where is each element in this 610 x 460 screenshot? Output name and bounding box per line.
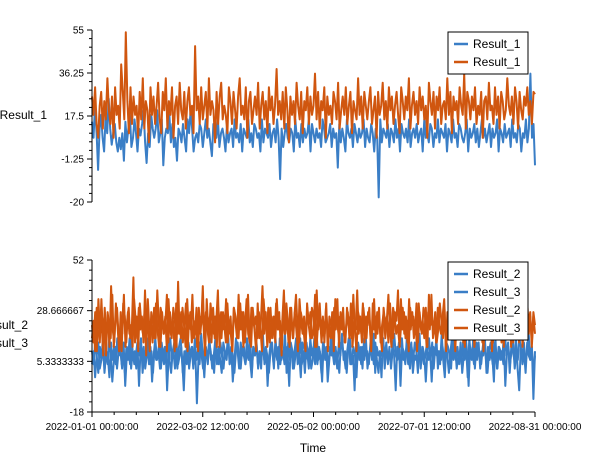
series-line-result_1-blue [91, 72, 536, 199]
legend-label: Result_2 [473, 267, 521, 281]
y-tick-label: 52 [73, 256, 85, 267]
legend-label: Result_1 [473, 55, 521, 69]
bottom-panel: -18 5.3333333 28.666667 52 Result_2 Result_… [0, 256, 536, 419]
x-tick-label: 2022-07-01 12:00:00 [378, 422, 471, 433]
x-tick-label: 2022-03-02 12:00:00 [156, 422, 249, 433]
bottom-y-axis-label-line-1: Result_2 [0, 318, 28, 332]
y-tick-label: 36.25 [59, 69, 84, 80]
x-axis-label: Time [300, 441, 327, 455]
x-ticks: 2022-01-01 00:00:00 2022-03-02 12:00:00 20… [46, 412, 582, 433]
y-tick-label: 5.3333333 [37, 357, 85, 368]
legend-label: Result_3 [473, 285, 521, 299]
y-tick-label: 28.666667 [37, 306, 85, 317]
top-y-axis-label: Result_1 [0, 108, 47, 122]
legend-label: Result_3 [473, 321, 521, 335]
top-series-lines [91, 31, 536, 199]
y-tick-label: 17.5 [65, 112, 85, 123]
series-line-result_3-blue [91, 332, 536, 392]
y-tick-label: -1.25 [61, 155, 84, 166]
x-tick-label: 2022-01-01 00:00:00 [46, 422, 139, 433]
y-tick-label: -20 [70, 198, 85, 209]
y-tick-label: 55 [73, 26, 85, 37]
top-legend: Result_1 Result_1 [447, 31, 529, 75]
series-line-result_1-orange [91, 31, 536, 144]
top-y-ticks: -20 -1.25 17.5 36.25 55 [59, 26, 92, 209]
legend-label: Result_1 [473, 37, 521, 51]
x-tick-label: 2022-08-31 00:00:00 [489, 422, 582, 433]
bottom-y-axis-label-line-2: Result_3 [0, 336, 28, 350]
x-tick-label: 2022-05-02 00:00:00 [267, 422, 360, 433]
legend-box [447, 31, 529, 75]
bottom-legend: Result_2 Result_3 Result_2 Result_3 [447, 261, 529, 341]
legend-label: Result_2 [473, 303, 521, 317]
y-tick-label: -18 [70, 408, 85, 419]
bottom-y-ticks: -18 5.3333333 28.666667 52 [37, 256, 92, 419]
